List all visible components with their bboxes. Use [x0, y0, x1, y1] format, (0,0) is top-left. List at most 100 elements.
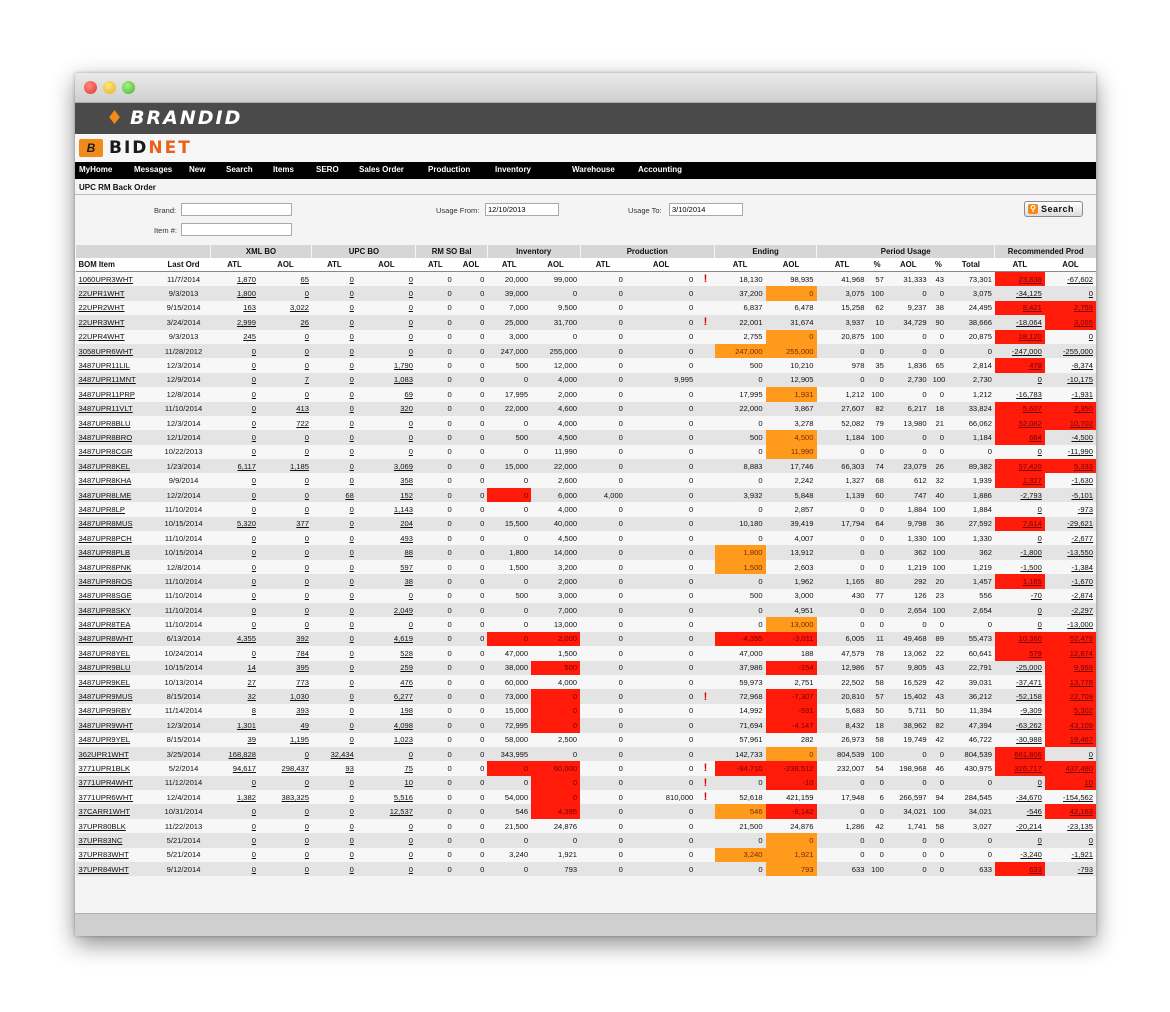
cell-link-upc-bo-atl[interactable]: 0	[311, 286, 357, 301]
cell-link-xml-bo-atl[interactable]: 0	[210, 833, 259, 848]
recommended-link-aol[interactable]: 0	[1044, 286, 1096, 301]
cell-link-xml-bo-aol[interactable]: 49	[258, 718, 312, 733]
cell-link-upc-bo-atl[interactable]: 0	[311, 862, 357, 877]
cell-link-upc-bo-aol[interactable]: 12,537	[356, 804, 416, 819]
recommended-link-atl[interactable]: 1,165	[994, 574, 1045, 589]
cell-link-upc-bo-aol[interactable]: 1,790	[356, 358, 416, 373]
cell-link-xml-bo-aol[interactable]: 1,195	[258, 732, 312, 747]
recommended-link-aol[interactable]: 5,333	[1044, 459, 1096, 474]
recommended-link-aol[interactable]: 0	[1044, 833, 1096, 848]
bom-item-link[interactable]: 3487UPR9WHT	[75, 718, 158, 733]
item-number-input[interactable]	[181, 223, 292, 236]
cell-link-xml-bo-atl[interactable]: 0	[210, 343, 259, 359]
recommended-link-atl[interactable]: -34,125	[994, 286, 1045, 301]
cell-link-xml-bo-aol[interactable]: 3,022	[258, 300, 312, 316]
bom-item-link[interactable]: 3771UPR6WHT	[75, 790, 158, 805]
cell-link-xml-bo-aol[interactable]: 773	[258, 674, 312, 690]
bom-item-link[interactable]: 3487UPR11MNT	[75, 372, 158, 388]
cell-link-xml-bo-atl[interactable]: 0	[210, 487, 259, 503]
cell-link-xml-bo-atl[interactable]: 0	[210, 387, 259, 402]
cell-link-xml-bo-aol[interactable]: 0	[258, 574, 312, 589]
cell-link-xml-bo-atl[interactable]: 0	[210, 862, 259, 877]
cell-link-upc-bo-aol[interactable]: 2,049	[356, 602, 416, 618]
recommended-link-atl[interactable]: -1,500	[994, 559, 1045, 575]
cell-link-upc-bo-atl[interactable]: 0	[311, 674, 357, 690]
cell-link-upc-bo-aol[interactable]: 38	[356, 574, 416, 589]
bom-item-link[interactable]: 3487UPR8MUS	[75, 516, 158, 532]
cell-link-upc-bo-atl[interactable]: 0	[311, 329, 357, 344]
cell-link-upc-bo-aol[interactable]: 0	[356, 833, 416, 848]
cell-link-xml-bo-atl[interactable]: 0	[210, 415, 259, 431]
recommended-link-aol[interactable]: -67,602	[1044, 271, 1096, 287]
cell-link-upc-bo-atl[interactable]: 0	[311, 300, 357, 316]
bom-item-link[interactable]: 3487UPR8PNK	[75, 559, 158, 575]
bom-item-link[interactable]: 3487UPR8KHA	[75, 473, 158, 488]
cell-link-upc-bo-aol[interactable]: 0	[356, 300, 416, 316]
cell-link-xml-bo-atl[interactable]: 0	[210, 775, 259, 791]
cell-link-upc-bo-atl[interactable]: 0	[311, 545, 357, 560]
recommended-link-atl[interactable]: 0	[994, 502, 1045, 517]
recommended-link-atl[interactable]: -18,064	[994, 315, 1045, 330]
bom-item-link[interactable]: 37UPR83WHT	[75, 847, 158, 863]
cell-link-xml-bo-atl[interactable]: 168,828	[210, 746, 259, 762]
cell-link-xml-bo-atl[interactable]: 0	[210, 602, 259, 618]
cell-link-xml-bo-atl[interactable]: 0	[210, 847, 259, 863]
cell-link-upc-bo-aol[interactable]: 0	[356, 430, 416, 445]
bom-item-link[interactable]: 37UPR80BLK	[75, 818, 158, 834]
recommended-link-aol[interactable]: 42,163	[1044, 804, 1096, 819]
recommended-link-aol[interactable]: 2,350	[1044, 401, 1096, 416]
recommended-link-atl[interactable]: 8,421	[994, 300, 1045, 316]
cell-link-xml-bo-aol[interactable]: 7	[258, 372, 312, 388]
bom-item-link[interactable]: 3487UPR9RBY	[75, 703, 158, 719]
recommended-link-aol[interactable]: 10,702	[1044, 415, 1096, 431]
bom-item-link[interactable]: 3771UPR1BLK	[75, 761, 158, 776]
cell-link-upc-bo-aol[interactable]: 0	[356, 617, 416, 632]
cell-link-xml-bo-atl[interactable]: 0	[210, 358, 259, 373]
cell-link-upc-bo-aol[interactable]: 0	[356, 444, 416, 460]
cell-link-xml-bo-aol[interactable]: 0	[258, 487, 312, 503]
cell-link-upc-bo-aol[interactable]: 5,516	[356, 790, 416, 805]
recommended-link-atl[interactable]: 10,360	[994, 631, 1045, 647]
cell-link-upc-bo-aol[interactable]: 88	[356, 545, 416, 560]
bom-item-link[interactable]: 3487UPR11VLT	[75, 401, 158, 416]
cell-link-xml-bo-aol[interactable]: 413	[258, 401, 312, 416]
bom-item-link[interactable]: 362UPR1WHT	[75, 746, 158, 762]
cell-link-upc-bo-atl[interactable]: 0	[311, 732, 357, 747]
recommended-link-aol[interactable]: 43,109	[1044, 718, 1096, 733]
cell-link-xml-bo-aol[interactable]: 393	[258, 703, 312, 719]
cell-link-upc-bo-atl[interactable]: 0	[311, 473, 357, 488]
recommended-link-atl[interactable]: 57,420	[994, 459, 1045, 474]
cell-link-upc-bo-atl[interactable]: 0	[311, 588, 357, 603]
recommended-link-atl[interactable]: 23,838	[994, 271, 1045, 287]
cell-link-xml-bo-atl[interactable]: 0	[210, 804, 259, 819]
cell-link-upc-bo-aol[interactable]: 10	[356, 775, 416, 791]
cell-link-upc-bo-atl[interactable]: 0	[311, 531, 357, 546]
cell-link-upc-bo-aol[interactable]: 1,023	[356, 732, 416, 747]
recommended-link-aol[interactable]: -255,000	[1044, 343, 1096, 359]
cell-link-upc-bo-aol[interactable]: 0	[356, 315, 416, 330]
cell-link-upc-bo-aol[interactable]: 3,069	[356, 459, 416, 474]
recommended-link-aol[interactable]: -1,630	[1044, 473, 1096, 488]
recommended-link-atl[interactable]: 52,082	[994, 415, 1045, 431]
recommended-link-atl[interactable]: 478	[994, 358, 1045, 373]
nav-sales-order[interactable]: Sales Order	[359, 165, 404, 174]
cell-link-upc-bo-atl[interactable]: 0	[311, 804, 357, 819]
recommended-link-aol[interactable]: 3,055	[1044, 315, 1096, 330]
cell-link-xml-bo-atl[interactable]: 6,117	[210, 459, 259, 474]
recommended-link-aol[interactable]: -1,670	[1044, 574, 1096, 589]
cell-link-upc-bo-aol[interactable]: 4,098	[356, 718, 416, 733]
recommended-link-aol[interactable]: -1,384	[1044, 559, 1096, 575]
recommended-link-aol[interactable]: -4,500	[1044, 430, 1096, 445]
recommended-link-atl[interactable]: 0	[994, 444, 1045, 460]
cell-link-xml-bo-aol[interactable]: 0	[258, 559, 312, 575]
brand-input[interactable]	[181, 203, 292, 216]
cell-link-upc-bo-atl[interactable]: 0	[311, 790, 357, 805]
recommended-link-atl[interactable]: -63,262	[994, 718, 1045, 733]
recommended-link-aol[interactable]: 22,709	[1044, 689, 1096, 704]
cell-link-xml-bo-aol[interactable]: 0	[258, 329, 312, 344]
recommended-link-atl[interactable]: -16,783	[994, 387, 1045, 402]
cell-link-upc-bo-atl[interactable]: 0	[311, 602, 357, 618]
cell-link-xml-bo-atl[interactable]: 0	[210, 372, 259, 388]
recommended-link-atl[interactable]: -20,214	[994, 818, 1045, 834]
bom-item-link[interactable]: 3487UPR9BLU	[75, 660, 158, 675]
